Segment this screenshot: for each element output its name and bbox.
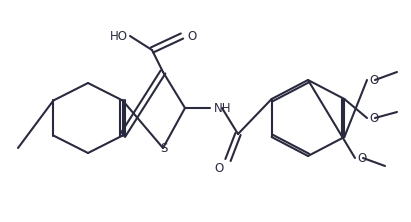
Text: O: O — [369, 111, 378, 125]
Text: NH: NH — [214, 101, 231, 115]
Text: O: O — [187, 30, 196, 42]
Text: HO: HO — [110, 30, 128, 42]
Text: O: O — [369, 73, 378, 87]
Text: O: O — [215, 162, 224, 175]
Text: O: O — [357, 151, 366, 165]
Text: S: S — [160, 141, 168, 155]
